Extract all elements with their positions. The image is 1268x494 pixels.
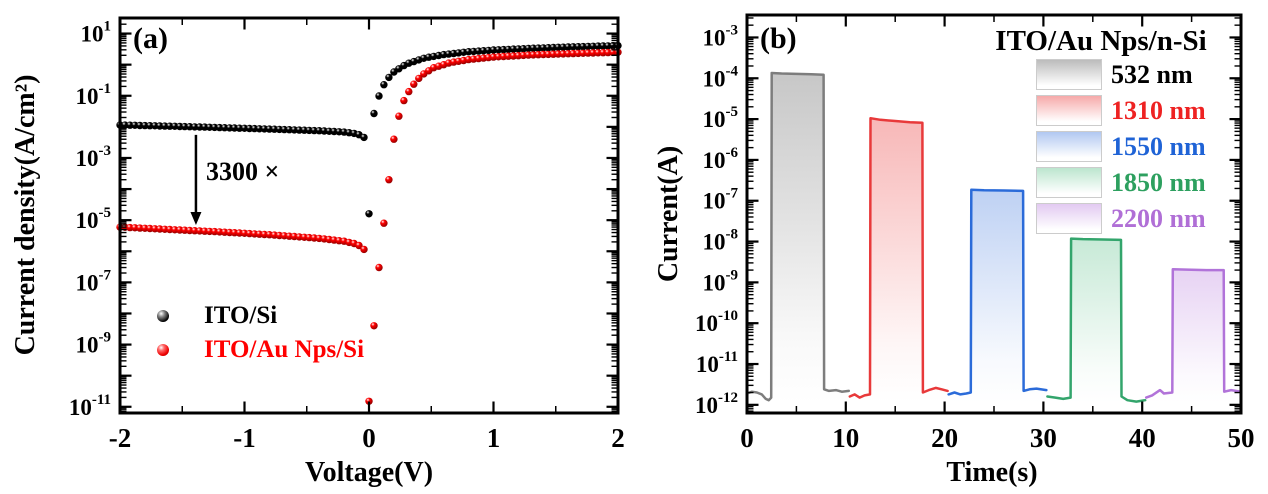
y-tick-label: 10-7 <box>76 267 112 295</box>
legend-label: 532 nm <box>1111 59 1193 89</box>
legend-item-2200nm: 2200 nm <box>1036 203 1206 234</box>
y-tick-label: 10-10 <box>695 308 738 336</box>
y-tick-label: 10-4 <box>703 63 739 91</box>
legend-label: ITO/Si <box>204 302 278 329</box>
legend-item-1850nm: 1850 nm <box>1036 167 1206 198</box>
x-tick-label: 50 <box>1228 423 1255 453</box>
green-gradient-swatch <box>1036 167 1102 198</box>
annotation-arrow-head <box>190 211 202 225</box>
gray-gradient-swatch <box>1036 59 1102 90</box>
legend-label: 1850 nm <box>1111 167 1206 197</box>
y-tick-label: 10-7 <box>703 186 739 214</box>
red-sphere-marker-icon <box>157 344 169 356</box>
area-fill-1550nm <box>948 189 1047 403</box>
y-tick-label: 10-9 <box>76 330 112 358</box>
panel-b-label: (b) <box>760 22 797 55</box>
y-tick-label: 10-5 <box>76 205 112 233</box>
red-gradient-swatch <box>1036 95 1102 126</box>
x-tick-label: 30 <box>1030 423 1057 453</box>
panel-b-xaxis-title: Time(s) <box>946 457 1038 488</box>
legend-label: 1310 nm <box>1111 95 1206 125</box>
panel-b-yaxis-title: Current(A) <box>653 145 684 283</box>
x-tick-label: 2 <box>611 423 625 453</box>
panel-b-legend-title: ITO/Au Nps/n-Si <box>995 25 1207 57</box>
x-tick-label: 0 <box>740 423 754 453</box>
panel-a-frame <box>118 16 620 415</box>
legend-label: 2200 nm <box>1111 203 1206 233</box>
y-tick-label: 10-3 <box>703 22 739 50</box>
ratio-annotation: 3300 × <box>206 157 280 186</box>
series-line-1850nm <box>1046 237 1147 403</box>
purple-gradient-swatch <box>1036 203 1102 234</box>
y-tick-label: 10-1 <box>76 81 112 109</box>
legend-item-532nm: 532 nm <box>1036 59 1206 90</box>
x-tick-label: 10 <box>832 423 859 453</box>
series-markers-ITOSi <box>116 41 622 218</box>
x-tick-label: 40 <box>1129 423 1156 453</box>
y-tick-label: 10-11 <box>69 392 111 420</box>
area-fill-2200nm <box>1146 269 1241 403</box>
y-tick-label: 10-9 <box>703 267 739 295</box>
x-tick-label: -2 <box>109 423 132 453</box>
y-tick-label: 10-11 <box>696 349 738 377</box>
y-tick-label: 10-6 <box>703 145 739 173</box>
area-fill-1310nm <box>849 118 948 403</box>
panel-b-frame <box>745 13 1243 415</box>
legend-item-ito-au-nps-si: ITO/Au Nps/Si <box>157 333 364 367</box>
x-tick-label: 0 <box>362 423 376 453</box>
y-tick-label: 10-12 <box>695 390 738 418</box>
x-tick-label: -1 <box>233 423 256 453</box>
legend-item-ito-si: ITO/Si <box>157 299 364 333</box>
y-tick-label: 10-5 <box>703 104 739 132</box>
y-tick-label: 10-3 <box>76 143 112 171</box>
series-line-1310nm <box>848 116 949 399</box>
panel-a-legend: ITO/Si ITO/Au Nps/Si <box>157 299 364 367</box>
y-tick-label: 101 <box>81 19 112 47</box>
panel-a-yaxis-title: Current density(A/cm²) <box>10 74 41 356</box>
series-line-532nm <box>745 71 851 402</box>
legend-label: ITO/Au Nps/Si <box>204 336 365 363</box>
panel-b-legend: 532 nm 1310 nm 1550 nm 1850 nm 2200 nm <box>1036 59 1206 239</box>
legend-item-1550nm: 1550 nm <box>1036 131 1206 162</box>
series-line-1550nm <box>947 188 1048 396</box>
x-tick-label: 20 <box>931 423 958 453</box>
legend-item-1310nm: 1310 nm <box>1036 95 1206 126</box>
y-tick-label: 10-8 <box>703 227 739 255</box>
black-sphere-marker-icon <box>157 310 169 322</box>
x-tick-label: 1 <box>487 423 501 453</box>
series-line-2200nm <box>1144 267 1243 399</box>
panel-a-xaxis-title: Voltage(V) <box>304 457 434 488</box>
area-fill-1850nm <box>1047 238 1146 403</box>
area-fill-532nm <box>747 73 849 403</box>
series-markers-ITOAuNpsSi <box>116 48 622 405</box>
panel-a-label: (a) <box>133 22 168 55</box>
legend-label: 1550 nm <box>1111 131 1206 161</box>
blue-gradient-swatch <box>1036 131 1102 162</box>
